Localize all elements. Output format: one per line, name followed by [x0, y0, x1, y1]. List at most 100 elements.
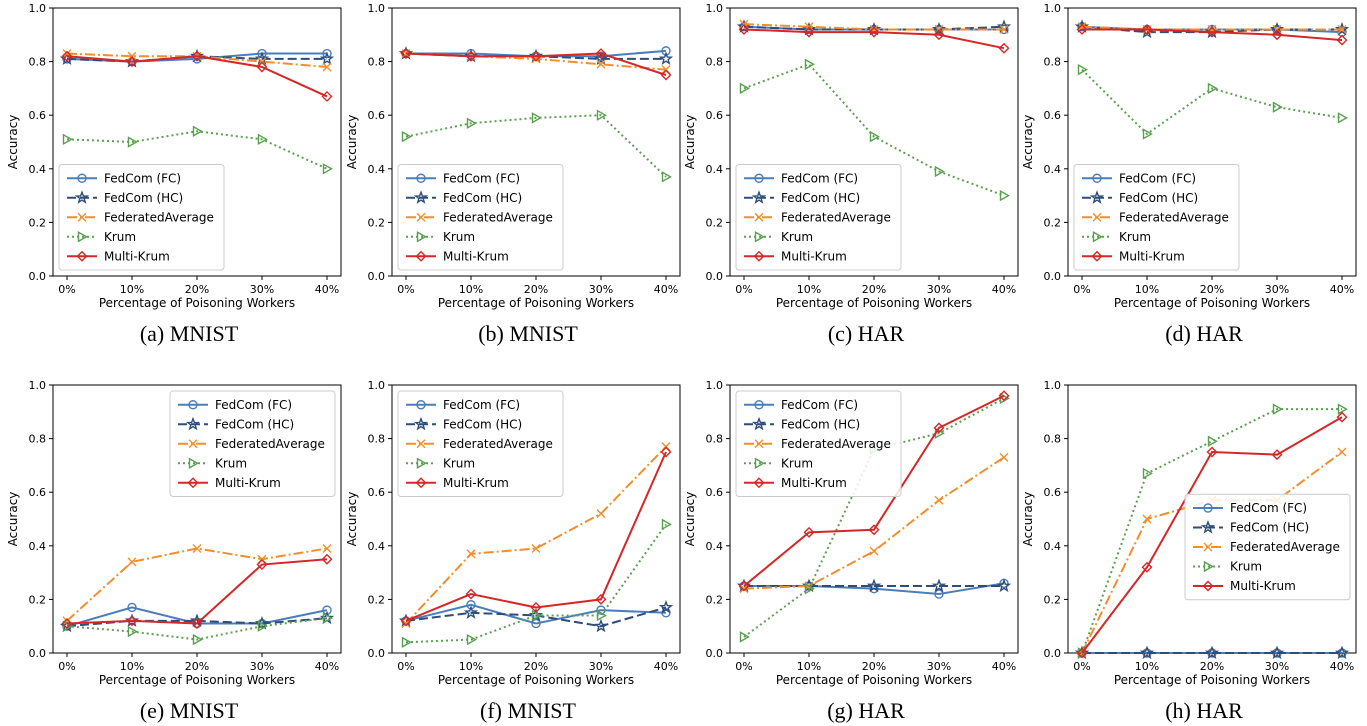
series-multi-krum — [738, 23, 1010, 54]
legend-entry: Multi-Krum — [781, 249, 847, 263]
data-point — [257, 133, 268, 146]
legend-entry: Krum — [1119, 230, 1151, 244]
x-tick-label: 20% — [862, 283, 886, 296]
data-point — [596, 509, 606, 519]
data-point — [127, 625, 138, 638]
y-tick-label: 0.8 — [29, 433, 47, 446]
legend: FedCom (FC) FedCom (HC) FederatedAverage Kr… — [735, 164, 902, 271]
legend-marker — [754, 231, 765, 243]
y-tick-label: 0.8 — [1044, 433, 1062, 446]
data-point — [1337, 24, 1347, 34]
data-point — [596, 59, 606, 69]
y-tick-label: 0.4 — [368, 540, 386, 553]
data-point — [999, 452, 1009, 462]
legend-marker — [416, 439, 426, 449]
data-point — [191, 50, 203, 62]
legend-marker — [415, 477, 427, 489]
x-tick-label: 10% — [459, 283, 483, 296]
legend-marker — [185, 416, 201, 431]
x-axis-label: Percentage of Poisoning Workers — [1114, 673, 1310, 687]
x-tick-label: 0% — [397, 660, 414, 673]
series-line — [405, 451, 667, 622]
y-tick-label: 1.0 — [29, 379, 47, 392]
data-point — [739, 82, 750, 95]
y-tick-label: 0.4 — [1044, 163, 1062, 176]
legend-entry: FederatedAverage — [443, 437, 553, 451]
series-line — [66, 130, 328, 170]
x-tick-label: 30% — [589, 283, 613, 296]
data-point — [1207, 82, 1218, 95]
y-tick-label: 0.8 — [368, 433, 386, 446]
y-tick-label: 1.0 — [706, 2, 724, 15]
data-point — [531, 609, 542, 622]
data-point — [1334, 645, 1350, 660]
data-point — [1142, 467, 1153, 480]
x-tick-label: 20% — [1200, 283, 1224, 296]
legend-entry: FedCom (FC) — [1119, 171, 1196, 185]
y-tick-label: 1.0 — [368, 2, 386, 15]
legend-marker — [416, 231, 427, 243]
chart-7: 0.0 0.2 0.4 0.6 0.8 1.0 0% 10% 20% 30% 40% Percenta… — [683, 379, 1019, 723]
x-tick-label: 40% — [992, 283, 1016, 296]
data-point — [321, 553, 333, 565]
data-point — [933, 29, 945, 41]
chart-5: 0.0 0.2 0.4 0.6 0.8 1.0 0% 10% 20% 30% 40% Percenta… — [6, 379, 342, 723]
subfigure-caption: (g) HAR — [827, 698, 905, 723]
y-axis-label: Accuracy — [1021, 492, 1035, 547]
x-tick-label: 40% — [992, 660, 1016, 673]
data-point — [401, 619, 411, 629]
data-point — [530, 601, 542, 613]
y-tick-label: 0.0 — [1044, 270, 1062, 283]
chart-3: 0.0 0.2 0.4 0.6 0.8 1.0 0% 10% 20% 30% 40% Percenta… — [683, 2, 1019, 346]
legend-marker — [74, 190, 90, 204]
x-axis-label: Percentage of Poisoning Workers — [776, 296, 972, 310]
legend-entry: FedCom (FC) — [443, 398, 520, 412]
data-point — [192, 633, 203, 646]
data-point — [1272, 101, 1283, 113]
x-axis-label: Percentage of Poisoning Workers — [99, 673, 295, 687]
legend-marker — [754, 457, 765, 469]
y-axis-label: Accuracy — [683, 492, 697, 547]
y-tick-label: 0.2 — [706, 593, 724, 606]
x-axis-label: Percentage of Poisoning Workers — [438, 296, 634, 310]
y-tick-label: 1.0 — [1044, 2, 1062, 15]
data-point — [1142, 514, 1152, 524]
legend-marker — [754, 400, 764, 410]
data-point — [126, 56, 138, 68]
legend-entry: FedCom (FC) — [443, 171, 520, 185]
data-point — [869, 583, 879, 594]
legend-marker — [1092, 173, 1102, 183]
data-point — [531, 543, 541, 553]
data-point — [192, 54, 202, 64]
legend-marker — [1203, 560, 1214, 573]
y-tick-label: 0.8 — [368, 56, 386, 69]
data-point — [61, 50, 73, 62]
x-tick-label: 0% — [1073, 283, 1090, 296]
legend-marker — [1091, 250, 1103, 262]
legend: FedCom (FC) FedCom (HC) FederatedAverage Kr… — [58, 164, 225, 271]
legend-box — [397, 164, 564, 271]
series-fedcom-fc — [401, 600, 671, 629]
series-krum — [1077, 63, 1348, 140]
series-line — [66, 617, 328, 641]
data-point — [868, 26, 880, 38]
series-line — [405, 445, 667, 625]
legend: FedCom (FC) FedCom (HC) FederatedAverage Kr… — [169, 390, 336, 497]
x-tick-label: 10% — [797, 283, 821, 296]
data-point — [192, 543, 202, 553]
data-point — [463, 605, 479, 619]
data-point — [1077, 63, 1088, 76]
legend-entry: FedCom (HC) — [781, 417, 860, 431]
x-tick-label: 20% — [524, 283, 548, 296]
data-point — [398, 46, 414, 60]
data-point — [931, 578, 947, 593]
x-tick-label: 30% — [1265, 283, 1289, 296]
legend-marker — [754, 212, 764, 222]
x-axis-label: Percentage of Poisoning Workers — [1114, 296, 1310, 310]
y-tick-label: 1.0 — [1044, 379, 1062, 392]
data-point — [1272, 403, 1283, 415]
y-tick-label: 0.2 — [1044, 593, 1062, 606]
legend-entry: Multi-Krum — [104, 249, 170, 263]
data-point — [804, 582, 815, 595]
data-point — [1271, 449, 1283, 461]
